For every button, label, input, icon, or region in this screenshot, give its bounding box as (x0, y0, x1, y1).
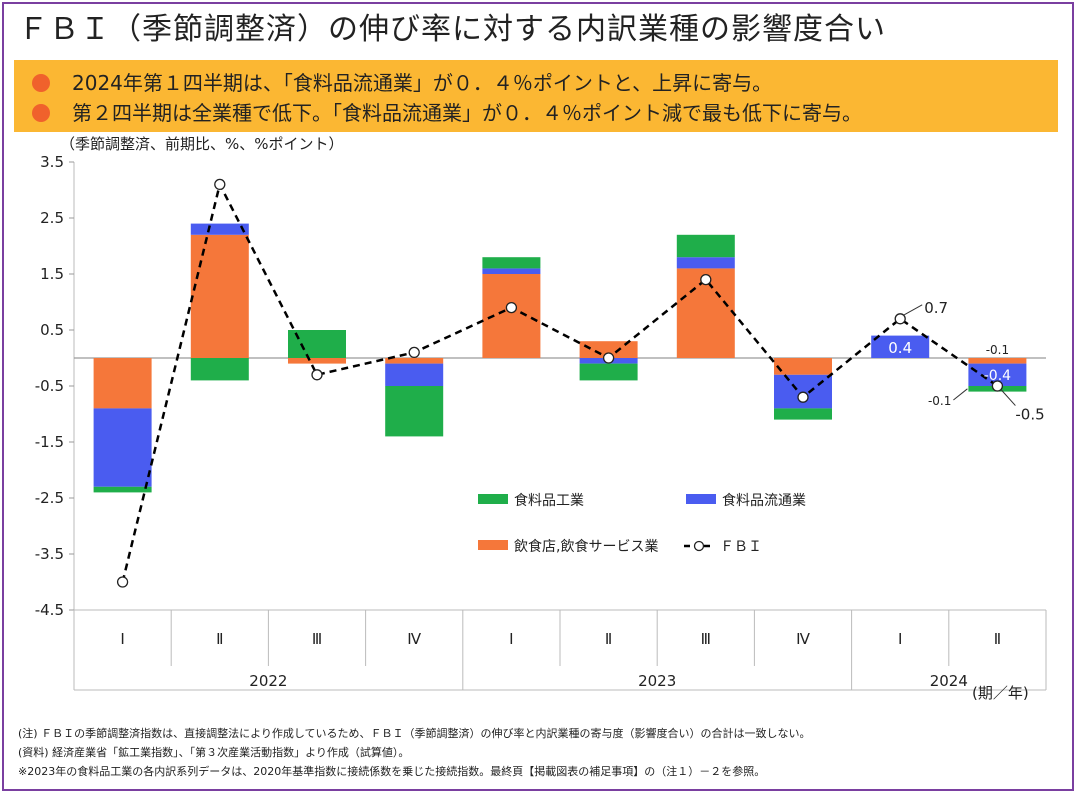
bar-segment-food_distribution (190, 223, 249, 235)
contribution-chart: 3.5 2.5 1.5 0.5 -0.5 -1.5 -2.5 -3.5 -4.5 Ⅰ Ⅱ Ⅲ Ⅳ Ⅰ Ⅱ Ⅲ Ⅳ… (35, 153, 1047, 702)
bar-segment-restaurants (579, 341, 638, 358)
bar-segment-food_distribution (871, 335, 930, 358)
y-tick-label: -3.5 (35, 545, 64, 563)
legend-label-food_manufacturing: 食料品工業 (514, 492, 584, 509)
leader-line (903, 304, 923, 316)
bar-segment-food_manufacturing (482, 257, 541, 269)
year-label: 2022 (249, 672, 287, 690)
data-label-fbi: -0.5 (1015, 406, 1044, 424)
year-label: 2023 (638, 672, 676, 690)
bar-segment-restaurants (93, 358, 152, 409)
y-tick-label: -1.5 (35, 433, 64, 451)
fbi-point (991, 380, 1004, 392)
x-tick-label: Ⅱ (994, 630, 1001, 648)
bar-segment-food_manufacturing (93, 486, 152, 493)
y-tick-label: -4.5 (35, 601, 64, 619)
bar-segment-food_manufacturing (774, 408, 832, 420)
leader-line (1001, 389, 1016, 406)
bullet-icon (32, 104, 50, 122)
x-tick-label: Ⅱ (605, 630, 612, 648)
x-tick-label: Ⅰ (898, 630, 902, 648)
unit-label: （季節調整済、前期比、%、%ポイント） (60, 135, 344, 153)
x-tick-label: Ⅲ (312, 630, 322, 648)
y-tick-label: -0.5 (35, 377, 64, 395)
x-tick-label: Ⅲ (701, 630, 711, 648)
summary-box: 2024年第１四半期は、「食料品流通業」が０．４％ポイントと、上昇に寄与。 第２… (14, 60, 1058, 132)
legend-swatch-food_distribution (686, 494, 716, 504)
x-tick-label: Ⅱ (216, 630, 223, 648)
fbi-point (700, 273, 712, 286)
bar-segment-food_distribution (676, 257, 735, 269)
bar-segment-restaurants (288, 358, 346, 364)
bar-segment-restaurants (968, 358, 1027, 364)
legend-label-restaurants: 飲食店,飲食サービス業 (514, 538, 658, 555)
note-3: ※2023年の食料品工業の各内訳系列データは、2020年基準指数に接続係数を乗じ… (18, 765, 766, 778)
data-label-restaurants: -0.1 (986, 343, 1009, 357)
fbi-point (894, 313, 906, 325)
fbi-point (505, 301, 518, 314)
page-title: ＦＢＩ（季節調整済）の伸び率に対する内訳業種の影響度合い (18, 12, 886, 47)
note-2: (資料) 経済産業省「鉱工業指数」、「第３次産業活動指数」より作成（試算値）。 (18, 746, 410, 759)
bar-segment-food_distribution (482, 268, 541, 274)
bar-segment-restaurants (190, 234, 249, 358)
x-axis-suffix: (期／年) (972, 684, 1029, 702)
fbi-point (797, 391, 809, 403)
summary-line-2: 第２四半期は全業種で低下。「食料品流通業」が０．４％ポイント減で最も低下に寄与。 (32, 97, 862, 126)
y-tick-label: 0.5 (40, 321, 64, 339)
bar-segment-food_manufacturing (385, 386, 444, 437)
summary-text-1: 2024年第１四半期は、「食料品流通業」が０．４％ポイントと、上昇に寄与。 (72, 71, 773, 95)
y-tick-label: 3.5 (40, 153, 64, 171)
legend-label-fbi: ＦＢＩ (720, 539, 762, 555)
summary-text-2: 第２四半期は全業種で低下。「食料品流通業」が０．４％ポイント減で最も低下に寄与。 (72, 101, 862, 125)
bar-segment-food_distribution (385, 363, 444, 386)
bar-segment-food_manufacturing (579, 363, 638, 381)
legend-label-food_distribution: 食料品流通業 (722, 492, 806, 509)
bar-segment-restaurants (774, 358, 832, 375)
legend-swatch-restaurants (478, 540, 508, 550)
y-tick-label: 1.5 (40, 265, 64, 283)
data-label-food-manufacturing: -0.1 (928, 394, 951, 408)
data-label-food-distribution: -0.4 (984, 368, 1011, 384)
x-tick-label: Ⅰ (509, 630, 513, 648)
year-label: 2024 (930, 672, 968, 690)
fbi-line (121, 180, 999, 583)
data-label-food-distribution: 0.4 (888, 339, 912, 357)
bar-segment-food_manufacturing (190, 358, 249, 381)
x-tick-label: Ⅳ (796, 630, 810, 648)
fbi-point (602, 352, 615, 364)
fbi-point (214, 178, 226, 191)
legend-swatch-food_manufacturing (478, 494, 508, 504)
y-tick-label: -2.5 (35, 489, 64, 507)
note-1: (注) ＦＢＩの季節調整済指数は、直接調整法により作成しているため、ＦＢＩ（季節… (18, 727, 811, 740)
bar-segment-food_distribution (93, 408, 152, 487)
legend-marker-fbi (693, 540, 705, 552)
summary-line-1: 2024年第１四半期は、「食料品流通業」が０．４％ポイントと、上昇に寄与。 (32, 67, 772, 96)
fbi-point (311, 369, 323, 381)
x-tick-label: Ⅰ (120, 630, 124, 648)
leader-line (953, 388, 968, 401)
data-label-fbi: 0.7 (924, 299, 948, 317)
fbi-point (408, 346, 420, 359)
fbi-point (116, 576, 129, 588)
notes: (注) ＦＢＩの季節調整済指数は、直接調整法により作成しているため、ＦＢＩ（季節… (18, 724, 811, 781)
x-tick-label: Ⅳ (407, 630, 421, 648)
y-tick-label: 2.5 (40, 209, 64, 227)
bar-segment-food_manufacturing (676, 234, 735, 258)
bullet-icon (32, 74, 50, 92)
bar-segment-food_distribution (968, 363, 1027, 386)
bar-segment-restaurants (385, 358, 444, 364)
